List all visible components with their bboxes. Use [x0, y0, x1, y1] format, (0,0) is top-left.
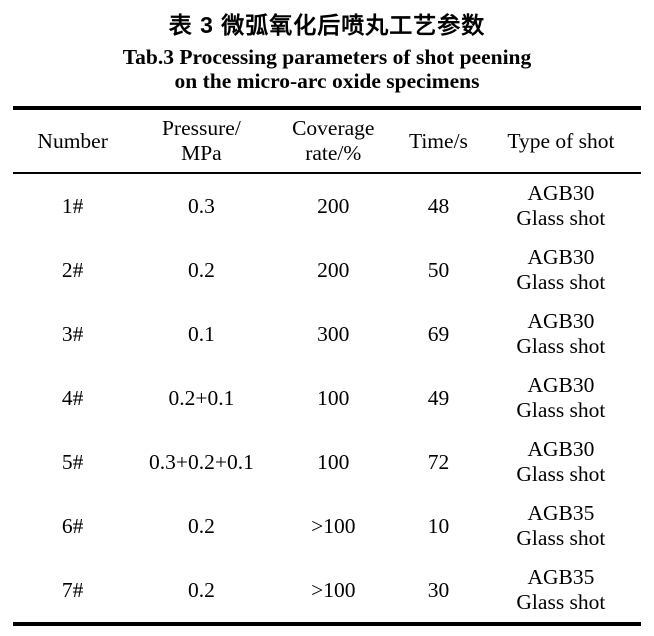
cell-time: 10: [427, 513, 450, 538]
column-header-shot: Type of shot: [480, 108, 641, 174]
cell-number: 3#: [61, 321, 84, 346]
cell-pressure: 0.1: [187, 321, 215, 346]
cell-coverage: >100: [311, 513, 356, 538]
cell-pressure: 0.2: [187, 577, 215, 602]
cell-time: 30: [427, 577, 450, 602]
cell-shot: AGB35 Glass shot: [516, 501, 606, 550]
cell-coverage: 300: [317, 321, 350, 346]
column-header-pressure: Pressure/ MPa: [132, 108, 271, 174]
table-row: 3# 0.1 300 69 AGB30 Glass shot: [13, 302, 641, 366]
cell-time: 48: [427, 193, 450, 218]
column-header-time: Time/s: [396, 108, 481, 174]
shot-peening-parameters-table: Number Pressure/ MPa Coverage rate/% Tim…: [13, 106, 641, 626]
cell-coverage: 200: [317, 193, 350, 218]
cell-shot: AGB30 Glass shot: [516, 309, 606, 358]
cell-pressure: 0.2: [187, 257, 215, 282]
cell-coverage: 100: [317, 385, 350, 410]
cell-number: 6#: [61, 513, 84, 538]
cell-number: 1#: [61, 193, 84, 218]
cell-shot: AGB30 Glass shot: [516, 373, 606, 422]
cell-number: 7#: [61, 577, 84, 602]
cell-time: 50: [427, 257, 450, 282]
cell-number: 5#: [61, 449, 84, 474]
column-header-number: Number: [13, 108, 133, 174]
table-title-english: Tab.3 Processing parameters of shot peen…: [122, 45, 532, 93]
table-row: 7# 0.2 >100 30 AGB35 Glass shot: [13, 558, 641, 624]
cell-coverage: >100: [311, 577, 356, 602]
cell-pressure: 0.2: [187, 513, 215, 538]
table-title-chinese: 表 3 微弧氧化后喷丸工艺参数: [168, 12, 486, 38]
cell-number: 2#: [61, 257, 84, 282]
cell-shot: AGB30 Glass shot: [516, 181, 606, 230]
cell-shot: AGB35 Glass shot: [516, 565, 606, 614]
cell-time: 49: [427, 385, 450, 410]
table-row: 2# 0.2 200 50 AGB30 Glass shot: [13, 238, 641, 302]
table-row: 1# 0.3 200 48 AGB30 Glass shot: [13, 173, 641, 238]
cell-pressure: 0.3: [187, 193, 215, 218]
cell-shot: AGB30 Glass shot: [516, 437, 606, 486]
table-caption: 表 3 微弧氧化后喷丸工艺参数 Tab.3 Processing paramet…: [0, 0, 654, 93]
cell-pressure: 0.3+0.2+0.1: [148, 449, 254, 474]
cell-coverage: 200: [317, 257, 350, 282]
cell-time: 69: [427, 321, 450, 346]
cell-shot: AGB30 Glass shot: [516, 245, 606, 294]
cell-number: 4#: [61, 385, 84, 410]
table-row: 5# 0.3+0.2+0.1 100 72 AGB30 Glass shot: [13, 430, 641, 494]
cell-pressure: 0.2+0.1: [168, 385, 235, 410]
column-header-coverage: Coverage rate/%: [270, 108, 397, 174]
table-row: 6# 0.2 >100 10 AGB35 Glass shot: [13, 494, 641, 558]
table-row: 4# 0.2+0.1 100 49 AGB30 Glass shot: [13, 366, 641, 430]
table-header-row: Number Pressure/ MPa Coverage rate/% Tim…: [13, 108, 641, 174]
cell-time: 72: [427, 449, 450, 474]
cell-coverage: 100: [317, 449, 350, 474]
